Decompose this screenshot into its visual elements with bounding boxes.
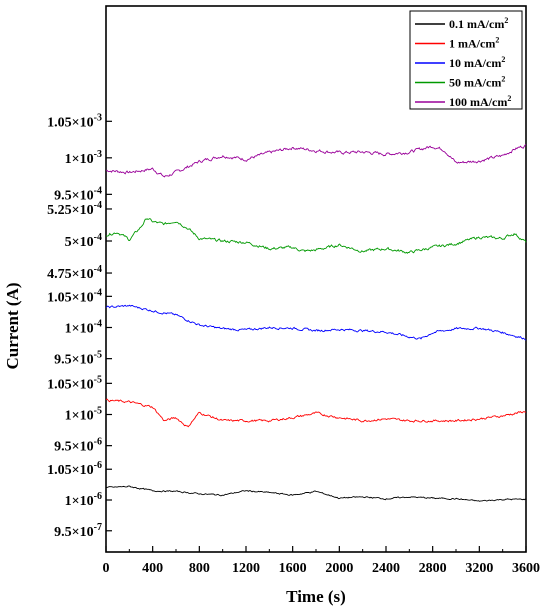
y-tick-label: 5×10-4	[65, 232, 102, 250]
legend: 0.1 mA/cm2 1 mA/cm2 10 mA/cm2 50 mA/cm2 100 …	[409, 10, 523, 110]
legend-label: 1 mA/cm2	[449, 36, 499, 51]
panel-1: 5.25×10-4 5×10-4 4.75×10-4	[47, 200, 527, 282]
y-tick-label: 1.05×10-3	[47, 112, 102, 130]
y-tick-label: 9.5×10-7	[54, 522, 102, 540]
x-tick-label: 2800	[419, 561, 447, 576]
legend-box	[409, 10, 523, 110]
y-tick-label: 1.05×10-6	[47, 460, 102, 478]
panel-3: 1.05×10-5 1×10-5 9.5×10-6	[47, 374, 527, 455]
x-tick-label: 400	[142, 561, 163, 576]
y-tick-label: 5.25×10-4	[47, 200, 102, 218]
x-tick-label: 2400	[372, 561, 400, 576]
series-line	[106, 485, 527, 502]
y-tick-label: 9.5×10-6	[54, 437, 102, 455]
x-axis-title: Time (s)	[286, 587, 346, 606]
series-line	[105, 144, 527, 178]
panel-4: 1.05×10-6 1×10-6 9.5×10-7	[47, 460, 527, 540]
x-tick-label: 3600	[512, 561, 540, 576]
series-line	[105, 398, 527, 428]
y-tick-label: 9.5×10-4	[54, 185, 102, 203]
x-tick-label: 800	[189, 561, 210, 576]
y-tick-label: 1.05×10-4	[47, 287, 102, 305]
x-tick-label: 3200	[465, 561, 493, 576]
y-tick-label: 9.5×10-5	[54, 350, 102, 368]
x-tick-label: 1600	[279, 561, 307, 576]
series-line	[105, 218, 527, 254]
y-tick-label: 1×10-3	[65, 149, 102, 167]
panel-0: 1.05×10-3 1×10-3 9.5×10-4	[47, 112, 527, 203]
y-tick-label: 1×10-4	[65, 319, 102, 337]
x-tick-label: 1200	[232, 561, 260, 576]
legend-label: 0.1 mA/cm2	[449, 16, 508, 31]
legend-label: 100 mA/cm2	[449, 94, 511, 109]
legend-label: 50 mA/cm2	[449, 75, 505, 90]
x-tick-label: 0	[103, 561, 110, 576]
y-tick-label: 4.75×10-4	[47, 264, 102, 282]
chart-panels: 1.05×10-3 1×10-3 9.5×10-45.25×10-4 5×10-4 4.…	[47, 112, 527, 540]
y-tick-label: 1×10-6	[65, 491, 102, 509]
panel-2: 1.05×10-4 1×10-4 9.5×10-5	[47, 287, 527, 368]
y-tick-label: 1.05×10-5	[47, 374, 102, 392]
y-axis-title: Current (A)	[3, 282, 22, 369]
x-tick-label: 2000	[325, 561, 353, 576]
series-line	[105, 304, 527, 341]
y-tick-label: 1×10-5	[65, 406, 102, 424]
legend-label: 10 mA/cm2	[449, 55, 505, 70]
x-axis: 0 400 800 1200 1600 2000 2400 2800 3200 3600	[103, 546, 540, 576]
